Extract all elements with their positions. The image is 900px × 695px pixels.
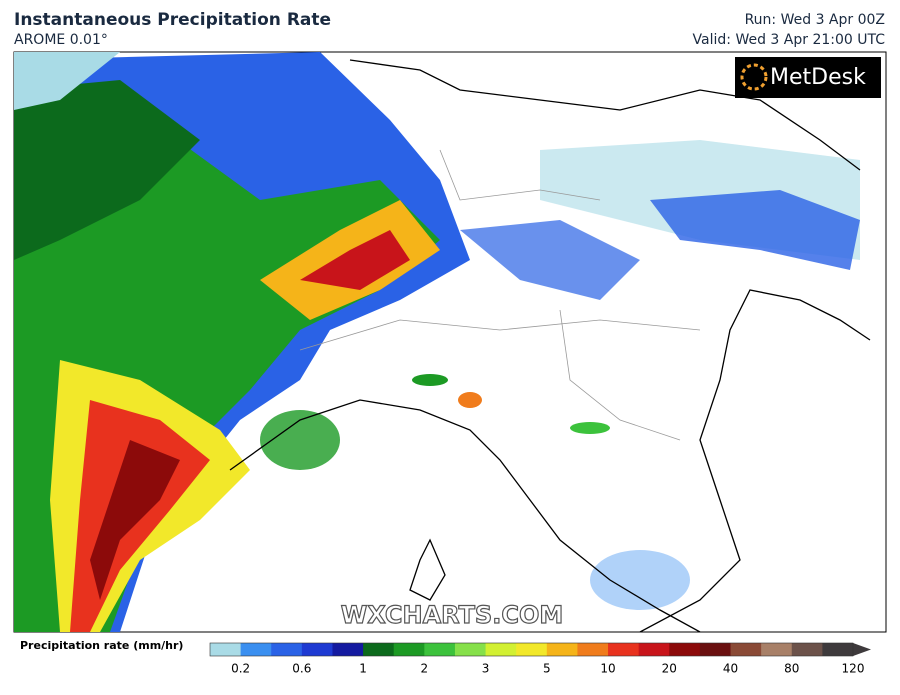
colorbar-arrow — [853, 643, 871, 656]
precip-cell — [570, 422, 610, 434]
colorbar-swatch — [638, 643, 670, 656]
colorbar-tick-label: 10 — [600, 662, 615, 676]
title: Instantaneous Precipitation Rate — [14, 10, 331, 30]
precip-area — [300, 230, 410, 290]
colorbar-label: Precipitation rate (mm/hr) — [20, 639, 183, 652]
colorbar-tick-label: 0.6 — [292, 662, 311, 676]
colorbar-swatch — [730, 643, 762, 656]
brand-box — [735, 57, 881, 98]
colorbar-swatch — [516, 643, 548, 656]
colorbar-swatch — [669, 643, 701, 656]
brand-name: MetDesk — [770, 65, 866, 90]
colorbar-swatch — [271, 643, 303, 656]
colorbar-swatch — [393, 643, 425, 656]
colorbar-swatch — [332, 643, 364, 656]
colorbar-swatch — [822, 643, 854, 656]
colorbar-swatch — [240, 643, 272, 656]
precip-cell — [260, 410, 340, 470]
borders — [299, 149, 701, 441]
colorbar-tick-label: 3 — [482, 662, 490, 676]
subtitle: AROME 0.01° — [14, 32, 108, 48]
colorbar-swatch — [699, 643, 732, 656]
precip-field — [14, 52, 860, 632]
precip-area — [460, 220, 640, 300]
colorbar-swatch — [761, 643, 793, 656]
colorbar-tick-label: 0.2 — [231, 662, 250, 676]
colorbar-tick-label: 80 — [784, 662, 799, 676]
colorbar-swatch — [363, 643, 395, 656]
colorbar-swatch — [301, 643, 333, 656]
colorbar-tick-label: 20 — [662, 662, 677, 676]
map: MetDesk WXCHARTS.COM — [13, 51, 887, 633]
colorbar-swatch — [454, 643, 487, 656]
colorbar-swatch — [791, 643, 823, 656]
colorbar-swatch — [577, 643, 609, 656]
colorbar-tick-label: 5 — [543, 662, 551, 676]
precip-area — [14, 80, 200, 260]
colorbar-swatch — [546, 643, 578, 656]
precip-cell — [412, 374, 448, 386]
colorbar-swatch — [424, 643, 456, 656]
precip-cell — [458, 392, 482, 408]
watermark: WXCHARTS.COM — [341, 601, 563, 629]
precip-cell — [590, 550, 690, 610]
precip-area — [90, 440, 180, 600]
run-time: Run: Wed 3 Apr 00Z — [745, 12, 885, 28]
colorbar-tick-label: 2 — [421, 662, 429, 676]
brand-icon — [740, 63, 768, 91]
colorbar-swatch — [608, 643, 640, 656]
coastlines — [229, 59, 871, 632]
brand-logo: MetDesk — [735, 57, 881, 98]
colorbar-tick-label: 40 — [723, 662, 738, 676]
colorbar-tick-label: 120 — [842, 662, 865, 676]
colorbar-swatch — [210, 643, 242, 656]
colorbar-swatch — [485, 643, 517, 656]
precip-area — [650, 190, 860, 270]
colorbar: 0.2 0.6 1 2 3 5 10 20 40 80 120 — [209, 642, 871, 676]
colorbar-outline — [209, 642, 854, 657]
colorbar-tick-label: 1 — [359, 662, 367, 676]
precip-area — [14, 52, 120, 110]
valid-time: Valid: Wed 3 Apr 21:00 UTC — [693, 32, 886, 48]
